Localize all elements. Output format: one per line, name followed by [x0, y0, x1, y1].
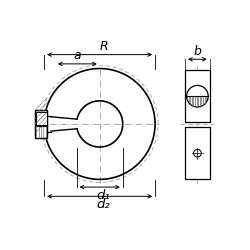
- Circle shape: [194, 149, 201, 157]
- Text: a: a: [74, 49, 81, 62]
- Bar: [36, 112, 46, 126]
- Bar: [35, 110, 47, 138]
- Bar: [185, 70, 210, 122]
- Text: d₁: d₁: [96, 188, 110, 202]
- Text: d₂: d₂: [96, 198, 110, 211]
- FancyBboxPatch shape: [35, 110, 47, 138]
- Circle shape: [187, 86, 208, 107]
- Bar: [34, 110, 49, 138]
- Text: b: b: [194, 45, 201, 58]
- Bar: [36, 112, 46, 126]
- Bar: [36, 112, 46, 126]
- Text: R: R: [99, 40, 108, 53]
- Bar: [185, 127, 210, 180]
